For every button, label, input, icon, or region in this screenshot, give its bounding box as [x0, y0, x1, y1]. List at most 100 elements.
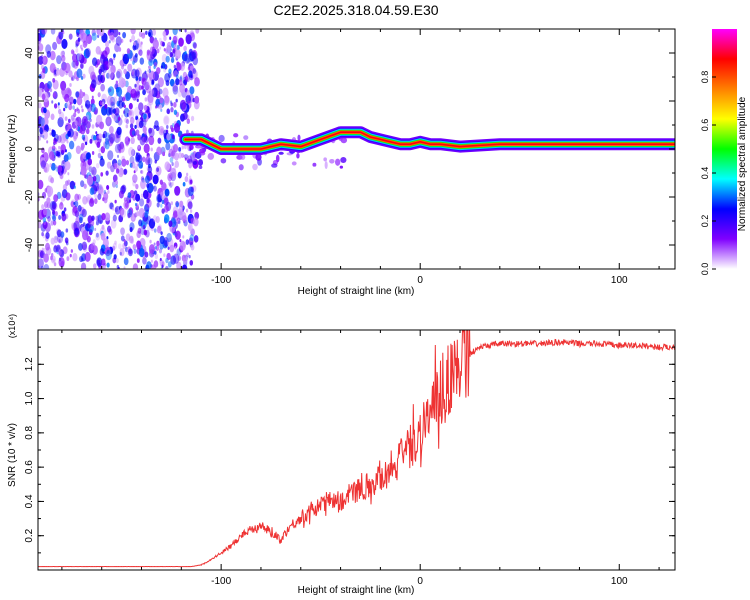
noise-blob — [79, 62, 84, 70]
spectrogram-y-axis-label: Frequency (Hz) — [7, 115, 18, 184]
noise-blob — [170, 127, 174, 133]
ridge-blob — [207, 152, 215, 160]
noise-blob — [95, 131, 98, 135]
noise-blob — [106, 72, 110, 79]
noise-blob — [58, 31, 64, 40]
noise-blob — [99, 80, 102, 84]
snr-y-tick-label: 1.0 — [24, 391, 35, 405]
noise-blob — [88, 165, 93, 173]
spectrogram-x-ticks: -100 0 100 — [61, 29, 660, 286]
ridge-blob — [198, 159, 204, 166]
noise-blob — [138, 102, 144, 111]
noise-blob — [107, 189, 110, 194]
ridge-blob — [323, 157, 327, 162]
noise-blob — [136, 258, 140, 263]
noise-blob — [115, 71, 121, 79]
noise-blob — [126, 48, 131, 54]
noise-blob — [42, 112, 45, 116]
spectrogram-y-ticks: -40 -20 0 20 40 — [24, 28, 675, 270]
noise-blob — [182, 235, 185, 239]
noise-blob — [175, 230, 181, 240]
noise-blob — [178, 79, 183, 86]
noise-blob — [159, 97, 164, 104]
noise-blob — [72, 59, 79, 69]
noise-blob — [115, 184, 118, 189]
noise-blob — [195, 29, 200, 34]
noise-blob — [142, 189, 149, 200]
noise-blob — [61, 38, 68, 49]
noise-blob — [130, 88, 137, 99]
noise-blob — [135, 76, 139, 81]
noise-blob — [115, 180, 119, 185]
noise-blob — [85, 48, 91, 58]
noise-blob — [98, 49, 102, 56]
spectrogram-y-tick-label: 40 — [24, 47, 35, 59]
noise-blob — [117, 154, 120, 158]
noise-blob — [104, 104, 108, 109]
noise-blob — [134, 166, 138, 172]
noise-blob — [87, 158, 93, 166]
noise-blob — [147, 113, 151, 118]
noise-blob — [132, 180, 137, 187]
noise-blob — [75, 126, 79, 131]
noise-blob — [128, 207, 134, 215]
noise-blob — [74, 210, 80, 218]
noise-blob — [73, 185, 77, 189]
colorbar-label: Normalized spectral amplitude — [737, 96, 748, 231]
spectrogram-panel: -100 0 100 -40 -20 0 20 40 Height of straight … — [7, 28, 676, 297]
noise-blob — [159, 46, 162, 50]
noise-blob — [81, 257, 84, 262]
noise-blob — [118, 76, 124, 86]
noise-blob — [157, 137, 162, 144]
noise-blob — [106, 95, 114, 106]
noise-blob — [58, 250, 62, 256]
noise-blob — [127, 212, 131, 219]
noise-blob — [141, 85, 144, 90]
noise-blob — [127, 63, 133, 72]
noise-blob — [64, 161, 71, 171]
noise-blob — [168, 174, 172, 179]
noise-blob — [89, 197, 94, 204]
noise-blob — [47, 80, 52, 89]
noise-blob — [174, 152, 179, 161]
noise-blob — [124, 136, 131, 146]
noise-blob — [57, 151, 61, 157]
noise-blob — [97, 74, 103, 83]
noise-blob — [135, 193, 141, 202]
noise-blob — [103, 189, 107, 194]
noise-blob — [89, 118, 92, 123]
noise-blob — [177, 171, 182, 179]
noise-blob — [74, 108, 77, 113]
noise-blob — [123, 200, 130, 210]
noise-blob — [190, 244, 195, 251]
noise-blob — [72, 253, 78, 262]
noise-blob — [156, 194, 162, 203]
noise-blob — [39, 132, 43, 138]
noise-blob — [171, 162, 174, 167]
noise-blob — [153, 228, 157, 233]
noise-blob — [116, 86, 123, 97]
noise-blob — [58, 239, 61, 243]
noise-blob — [77, 204, 82, 212]
noise-blob — [184, 29, 187, 33]
noise-blob — [156, 225, 162, 234]
noise-blob — [74, 120, 78, 126]
noise-blob — [42, 67, 46, 74]
noise-blob — [44, 222, 51, 233]
noise-blob — [60, 143, 66, 154]
noise-blob — [64, 93, 70, 103]
noise-blob — [169, 157, 174, 163]
noise-blob — [86, 175, 94, 186]
noise-blob — [108, 228, 113, 235]
noise-blob — [112, 242, 117, 250]
noise-blob — [172, 35, 178, 44]
snr-x-tick-label: 0 — [417, 576, 423, 587]
noise-blob — [128, 146, 135, 157]
noise-blob — [97, 29, 102, 36]
noise-blob — [49, 132, 52, 136]
noise-blob — [57, 105, 60, 109]
noise-blob — [120, 38, 124, 43]
noise-blob — [94, 227, 97, 232]
noise-blob — [57, 116, 64, 128]
noise-blob — [75, 91, 80, 98]
